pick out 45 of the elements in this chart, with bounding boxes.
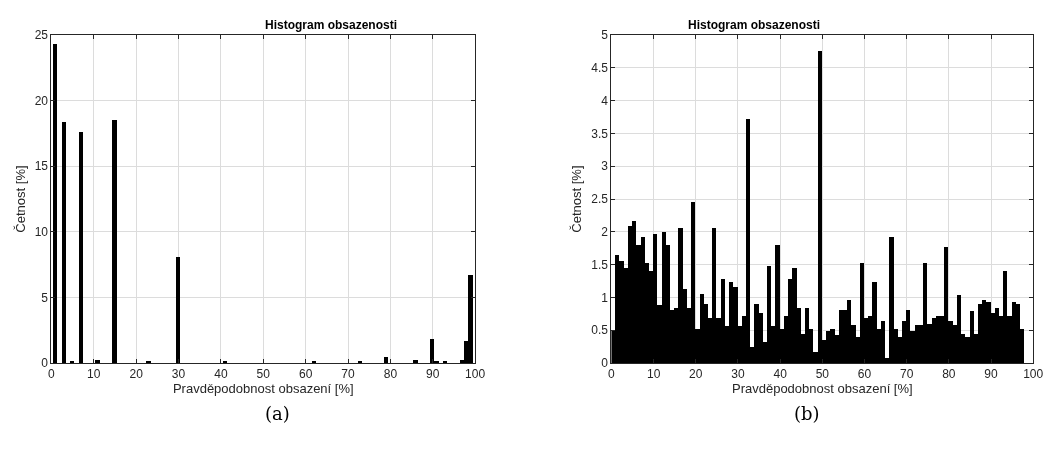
y-tick-label: 2.5 bbox=[591, 192, 609, 207]
x-tick-label: 70 bbox=[900, 367, 914, 382]
x-tick-label: 20 bbox=[129, 367, 144, 382]
y-tick-label: 25 bbox=[34, 28, 49, 43]
chart-title: Histogram obsazenosti bbox=[265, 18, 398, 32]
x-tick-label: 100 bbox=[465, 367, 486, 382]
y-tick-label: 3 bbox=[601, 159, 609, 174]
x-tick-label: 10 bbox=[646, 367, 661, 382]
x-tick-label: 80 bbox=[383, 367, 398, 382]
x-tick-label: 60 bbox=[298, 367, 313, 382]
y-tick-label: 0 bbox=[601, 356, 609, 371]
x-tick-label: 80 bbox=[942, 367, 956, 382]
text: (b) bbox=[794, 403, 820, 424]
x-tick-label: 90 bbox=[984, 367, 999, 382]
x-tick-label: 50 bbox=[256, 367, 271, 382]
x-tick-label: 30 bbox=[731, 367, 745, 382]
y-tick-label: 1 bbox=[601, 290, 609, 305]
x-axis-title: Pravděpodobnost obsazení [%] bbox=[731, 381, 913, 397]
y-tick-label: 1.5 bbox=[591, 257, 609, 272]
y-tick-label: 0.5 bbox=[591, 323, 609, 338]
y-tick-label: 4.5 bbox=[591, 61, 609, 76]
y-tick-label: 20 bbox=[34, 93, 49, 108]
x-tick-label: 10 bbox=[87, 367, 101, 382]
x-tick-label: 90 bbox=[426, 367, 440, 382]
text: (a) bbox=[265, 403, 290, 424]
y-axis-title: Četnost [%] bbox=[12, 165, 28, 233]
x-tick-label: 40 bbox=[773, 367, 788, 382]
x-tick-label: 20 bbox=[689, 367, 703, 382]
x-tick-label: 40 bbox=[214, 367, 228, 382]
y-tick-label: 3.5 bbox=[591, 126, 609, 141]
x-tick-label: 70 bbox=[341, 367, 356, 382]
x-axis-title: Pravděpodobnost obsazení [%] bbox=[172, 381, 354, 397]
x-tick-label: 30 bbox=[171, 367, 186, 382]
chart-title: Histogram obsazenosti bbox=[688, 18, 821, 32]
x-tick-label: 60 bbox=[857, 367, 872, 382]
y-axis-title: Četnost [%] bbox=[569, 165, 585, 233]
y-tick-label: 0 bbox=[41, 356, 49, 371]
y-tick-label: 5 bbox=[601, 28, 609, 43]
y-tick-label: 15 bbox=[34, 159, 49, 174]
y-tick-label: 2 bbox=[601, 225, 609, 240]
x-tick-label: 100 bbox=[1023, 367, 1044, 382]
x-tick-label: 50 bbox=[815, 367, 830, 382]
y-tick-label: 10 bbox=[34, 225, 49, 240]
y-tick-label: 5 bbox=[41, 290, 49, 305]
y-tick-label: 4 bbox=[601, 93, 609, 108]
